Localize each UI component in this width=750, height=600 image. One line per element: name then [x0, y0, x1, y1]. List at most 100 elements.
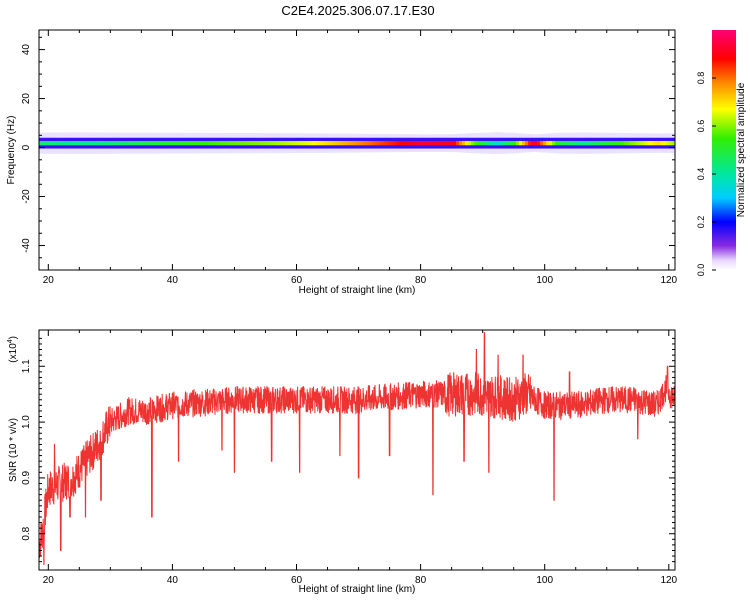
- spectrogram-core-column: [171, 140, 175, 146]
- spectrogram-core-column: [459, 140, 463, 146]
- spectrogram-xtick-label: 20: [43, 275, 55, 286]
- spectrogram-core-column: [672, 140, 676, 146]
- spectrogram-core-column: [132, 140, 136, 146]
- spectrogram-core-column: [126, 140, 130, 146]
- spectrogram-core-column: [237, 140, 241, 146]
- spectrogram-core-column: [303, 140, 307, 146]
- spectrogram-core-column: [192, 140, 196, 146]
- colorbar-tick-label: 0.8: [696, 72, 706, 85]
- colorbar-tick-label: 0.2: [696, 216, 706, 229]
- spectrogram-core-column: [366, 140, 370, 146]
- spectrogram-core-column: [96, 140, 100, 146]
- spectrogram-core-column: [618, 140, 622, 146]
- spectrogram-core-column: [189, 140, 193, 146]
- spectrogram-core-column: [297, 140, 301, 146]
- spectrogram-core-column: [81, 140, 85, 146]
- spectrogram-core-column: [666, 140, 670, 146]
- spectrogram-core-column: [234, 140, 238, 146]
- spectrogram-core-column: [513, 140, 517, 146]
- spectrogram-core-column: [207, 140, 211, 146]
- spectrogram-core-column: [204, 140, 208, 146]
- snr-xtick-label: 40: [167, 575, 179, 586]
- spectrogram-core-column: [111, 140, 115, 146]
- spectrogram-core-column: [66, 140, 70, 146]
- spectrogram-core-column: [630, 140, 634, 146]
- spectrogram-core-column: [642, 140, 646, 146]
- colorbar-ticks: 0.0 0.2 0.4 0.6 0.8: [696, 72, 716, 277]
- spectrogram-core-column: [441, 140, 445, 146]
- spectrogram-core-column: [84, 140, 88, 146]
- spectrogram-core-column: [216, 140, 220, 146]
- spectrogram-core-column: [108, 140, 112, 146]
- spectrogram-ticks: 20 40 60 80 100 120 -40 -20 0 20 40: [21, 30, 678, 286]
- spectrogram-core-column: [519, 140, 523, 146]
- colorbar-tick-label: 0.0: [696, 264, 706, 277]
- spectrogram-core-column: [507, 140, 511, 146]
- spectrogram-core-column: [129, 140, 133, 146]
- spectrogram-core-column: [57, 140, 61, 146]
- spectrogram-core-column: [435, 140, 439, 146]
- spectrogram-core-column: [333, 140, 337, 146]
- spectrogram-core-column: [141, 140, 145, 146]
- snr-ticks: 20 40 60 80 100 120 0.8 0.9 1.0 1.1: [21, 330, 678, 586]
- spectrogram-core-column: [39, 140, 43, 146]
- spectrogram-ytick-label: 20: [21, 93, 32, 105]
- spectrogram-core-column: [150, 140, 154, 146]
- spectrogram-core-column: [363, 140, 367, 146]
- spectrogram-core-column: [378, 140, 382, 146]
- spectrogram-core-column: [402, 140, 406, 146]
- spectrogram-core-column: [360, 140, 364, 146]
- spectrogram-core-column: [471, 140, 475, 146]
- snr-xtick-label: 60: [291, 575, 303, 586]
- colorbar-tick-label: 0.6: [696, 120, 706, 133]
- spectrogram-core-column: [483, 140, 487, 146]
- spectrogram-core-column: [99, 140, 103, 146]
- spectrogram-core-column: [552, 140, 556, 146]
- snr-scale-exponent: 4: [7, 339, 14, 343]
- spectrogram-core-column: [474, 140, 478, 146]
- snr-scale-close: ): [8, 336, 19, 339]
- colorbar: 0.0 0.2 0.4 0.6 0.8 Normalized spectral ampl…: [696, 30, 747, 276]
- spectrogram-core-column: [450, 140, 454, 146]
- chart-title: C2E4.2025.306.07.17.E30: [281, 3, 434, 18]
- spectrogram-core-column: [339, 140, 343, 146]
- spectrogram-core-column: [330, 140, 334, 146]
- spectrogram-core-column: [423, 140, 427, 146]
- spectrogram-core-column: [165, 140, 169, 146]
- spectrogram-core-column: [270, 140, 274, 146]
- spectrogram-core-column: [309, 140, 313, 146]
- spectrogram-core-column: [183, 140, 187, 146]
- spectrogram-core-column: [654, 140, 658, 146]
- spectrogram-ytick-label: 0: [21, 144, 32, 150]
- spectrogram-core-column: [510, 140, 514, 146]
- snr-panel: 20 40 60 80 100 120 0.8 0.9 1.0 1.1 Height of str…: [7, 329, 678, 595]
- spectrogram-core-column: [420, 140, 424, 146]
- spectrogram-core-column: [639, 140, 643, 146]
- spectrogram-core-column: [144, 140, 148, 146]
- spectrogram-core-column: [438, 140, 442, 146]
- spectrogram-ytick-label: -40: [21, 238, 32, 253]
- snr-scale-label: (x104): [7, 336, 19, 363]
- snr-ytick-label: 0.9: [21, 471, 32, 485]
- snr-xtick-label: 100: [536, 575, 553, 586]
- spectrogram-core-column: [321, 140, 325, 146]
- spectrogram-core-column: [432, 140, 436, 146]
- spectrogram-core-column: [63, 140, 67, 146]
- spectrogram-core-column: [501, 140, 505, 146]
- spectrogram-core-column: [351, 140, 355, 146]
- spectrogram-core-column: [621, 140, 625, 146]
- snr-xtick-label: 120: [660, 575, 677, 586]
- spectrogram-core-column: [105, 140, 109, 146]
- spectrogram-core-column: [252, 140, 256, 146]
- colorbar-gradient: [712, 30, 736, 270]
- spectrogram-core-column: [375, 140, 379, 146]
- spectrogram-core-column: [603, 140, 607, 146]
- spectrogram-core-column: [318, 140, 322, 146]
- spectrogram-core-column: [231, 140, 235, 146]
- spectrogram-core-column: [417, 140, 421, 146]
- spectrogram-core-column: [294, 140, 298, 146]
- spectrogram-core-column: [87, 140, 91, 146]
- spectrogram-core-column: [348, 140, 352, 146]
- spectrogram-core-column: [597, 140, 601, 146]
- spectrogram-core-column: [222, 140, 226, 146]
